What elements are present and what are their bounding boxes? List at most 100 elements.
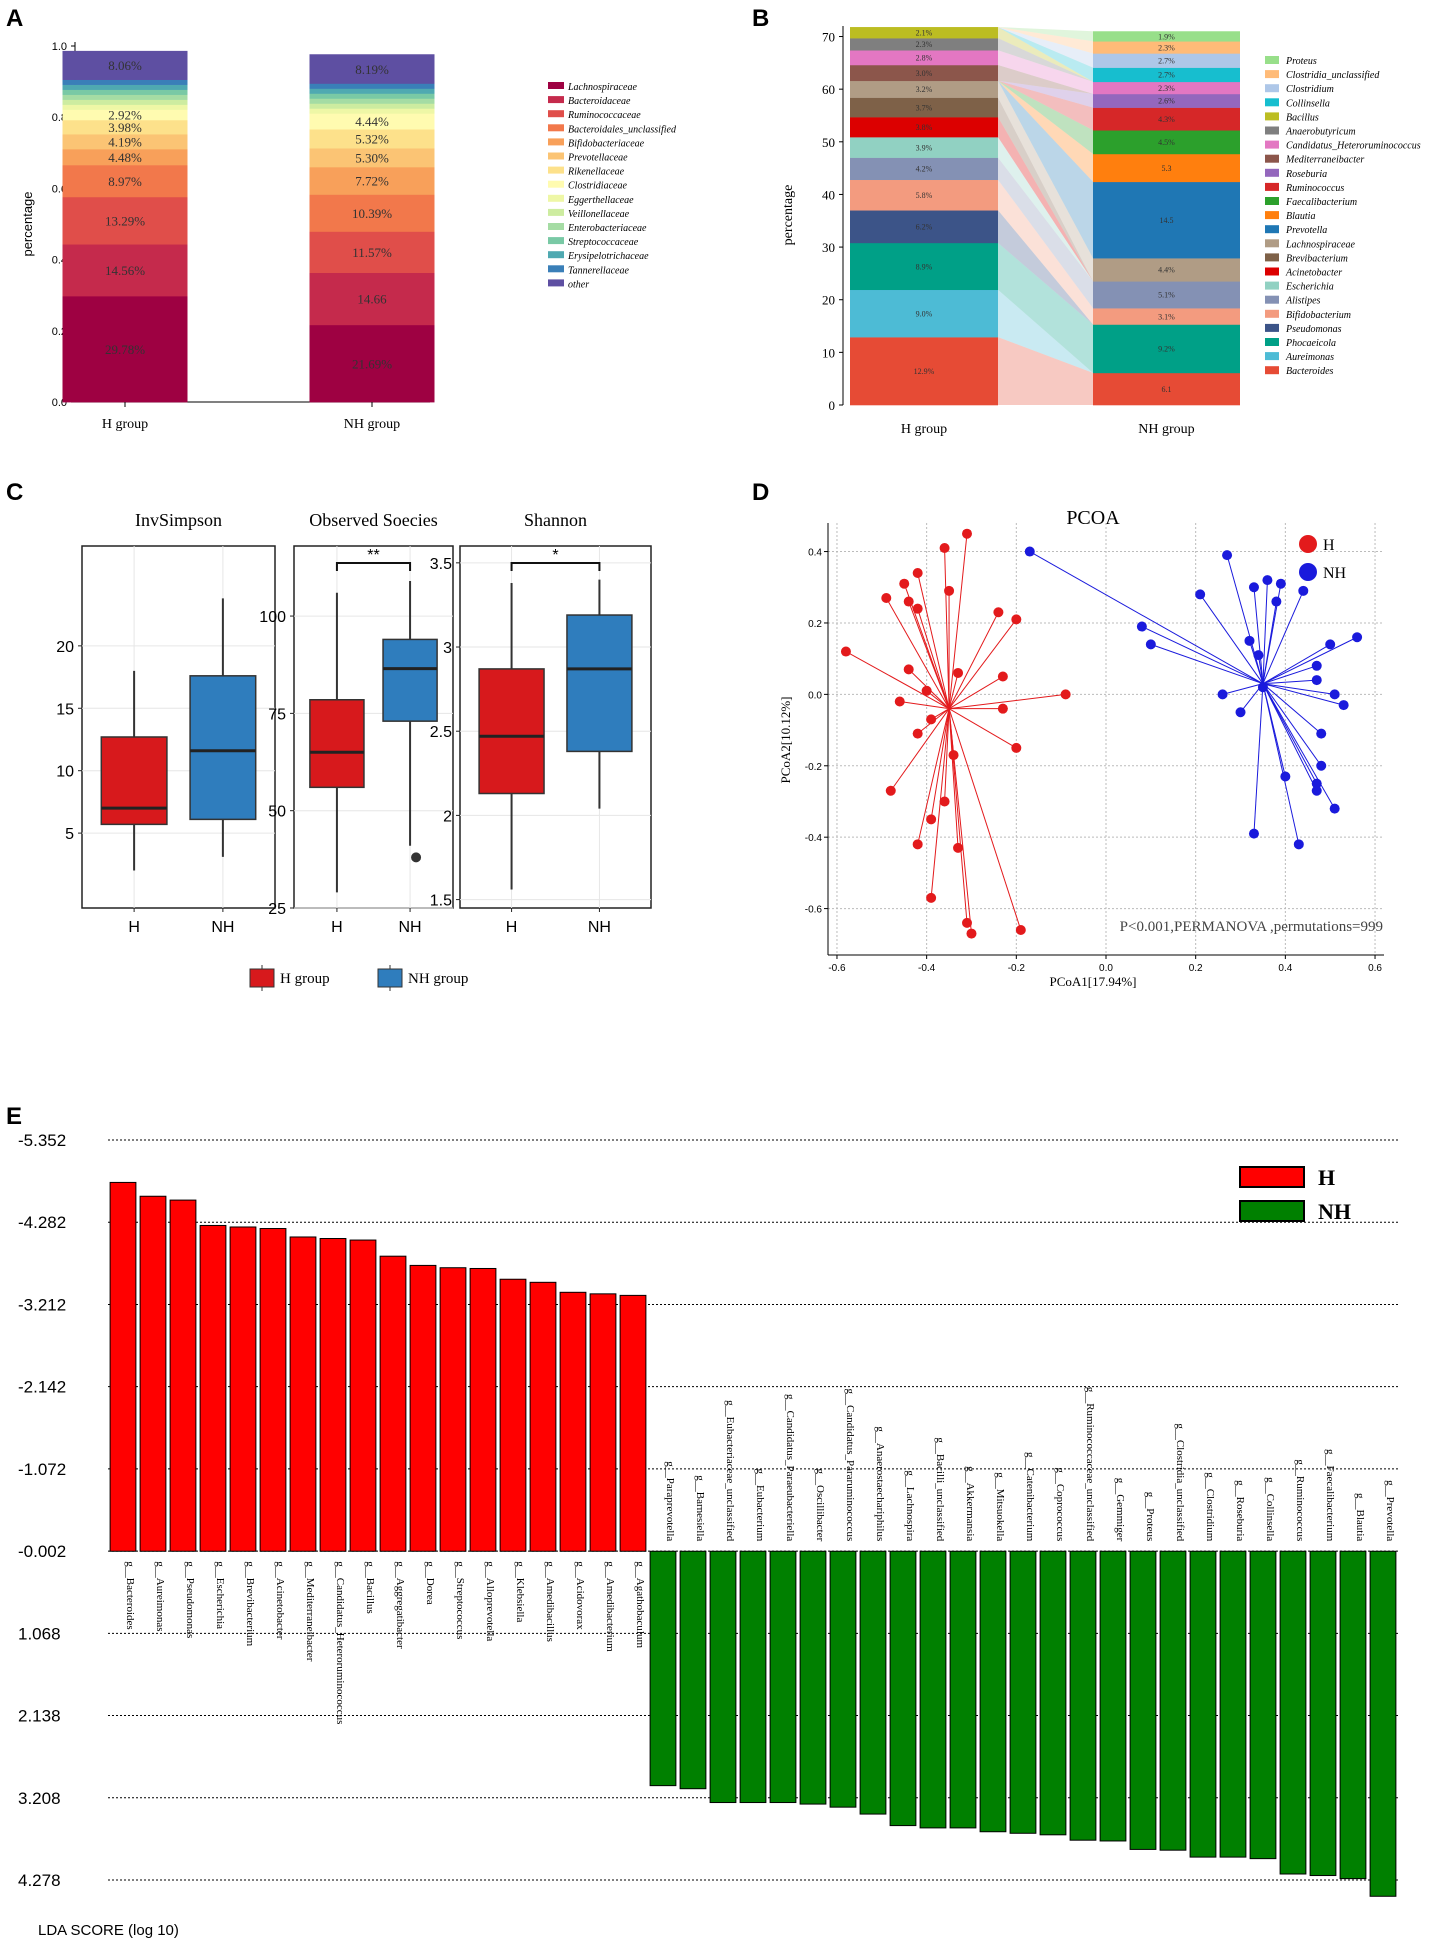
spider-line-nh: [1262, 601, 1277, 684]
spider-line-nh: [1249, 640, 1264, 684]
point-h: [903, 664, 914, 675]
outlier-point: [411, 852, 422, 863]
data-label: 5.3: [1162, 164, 1172, 173]
lda-bar-g-lachnospira: [889, 1550, 917, 1827]
bar-segment-bacteroidaceae: [62, 244, 188, 297]
y-tick-label: 2: [443, 808, 452, 825]
spider-line-nh: [1253, 683, 1264, 834]
y-tick-label: -3.212: [18, 1295, 66, 1314]
legend-swatch-enterobacteriaceae: [548, 223, 564, 230]
data-label: 4.3%: [1158, 115, 1175, 124]
data-label: 2.7%: [1158, 71, 1175, 80]
legend-label: Aureimonas: [1285, 352, 1334, 363]
lda-bar-g-dorea: [409, 1264, 437, 1552]
legend-label: Acinetobacter: [1285, 268, 1342, 279]
spider-line-nh: [1226, 554, 1264, 684]
data-label: 2.3%: [1158, 84, 1175, 93]
spider-line-h: [949, 693, 1066, 710]
legend-label: Eggerthellaceae: [567, 195, 634, 206]
bar-segment-collinsella: [1093, 67, 1240, 83]
point-nh: [1280, 771, 1291, 782]
legend-swatch-streptococcaceae: [548, 237, 564, 245]
legend-marker-h: [1299, 535, 1317, 553]
flow-band-bacillus: [998, 27, 1093, 82]
legend-swatch-bacteroides: [1265, 366, 1279, 375]
legend-label: NH group: [408, 971, 468, 987]
y-tick-label: 5: [65, 826, 74, 843]
bar-segment-pseudomonas: [850, 210, 998, 244]
data-label: 6.1: [1162, 385, 1172, 394]
y-tick-label: 0: [829, 398, 836, 413]
flow-band-blautia: [998, 80, 1093, 182]
x-tick-label: NH: [588, 919, 611, 936]
data-label: 13.29%: [105, 213, 145, 228]
point-nh: [1145, 639, 1156, 650]
point-h: [953, 842, 964, 853]
x-category-label: g__Clostridia_unclassified: [1174, 1423, 1186, 1541]
bar-segment-lachnospiraceae: [1093, 258, 1240, 282]
point-nh: [1262, 575, 1273, 586]
bar-segment-clostridiaceae: [62, 109, 188, 121]
lda-bar-g-bacilli-unclassified: [919, 1550, 947, 1829]
spider-line-nh: [1262, 683, 1344, 706]
legend-swatch-bacteroidales-unclassified: [548, 124, 564, 132]
legend-swatch-bacillus: [1265, 112, 1279, 121]
annotation: P<0.001,PERMANOVA ,permutations=999: [1120, 919, 1383, 935]
spider-line-nh: [1262, 636, 1358, 685]
lda-bar-g-amedibacterium: [589, 1293, 617, 1552]
x-category-label: g__Candidatus_Paraeubacteriella: [784, 1394, 796, 1541]
legend-swatch-bacteroidaceae: [548, 96, 564, 104]
spider-line-h: [948, 533, 968, 709]
bar-segment-streptococcaceae: [309, 93, 435, 99]
legend-label: Bacteroidales_unclassified: [568, 124, 677, 135]
bar-segment-candidatus-heteroruminococcus: [850, 50, 998, 66]
point-h: [1011, 614, 1022, 625]
y-tick-label: 3.5: [430, 556, 452, 573]
legend-label: Brevibacterium: [1286, 253, 1348, 264]
data-label: 8.06%: [108, 58, 142, 73]
legend-swatch-acinetobacter: [1265, 267, 1279, 276]
data-label: 7.72%: [355, 174, 389, 189]
x-category-label: g__Roseburia: [1234, 1480, 1246, 1541]
bar-segment-ruminococcaceae: [62, 196, 188, 245]
bar-segment-ruminococcus: [1093, 107, 1240, 131]
point-nh: [1311, 675, 1322, 686]
x-category-label: g__Alloprevotella: [484, 1561, 496, 1641]
y-tick-label: 1.068: [18, 1624, 61, 1643]
spider-line-h: [899, 701, 950, 710]
legend-label: Clostridiaceae: [568, 181, 627, 192]
y-tick-label: 1.0: [52, 41, 67, 53]
legend-label: other: [568, 279, 589, 290]
legend-swatch-lachnospiraceae: [548, 82, 564, 89]
y-tick-label: -0.002: [18, 1542, 66, 1561]
panel-a-stacked-family: 0.00.20.40.60.81.0percentage29.78%14.56%…: [20, 41, 677, 432]
panel-label-a: A: [6, 5, 23, 32]
legend-swatch-faecalibacterium: [1265, 197, 1279, 205]
data-label: 3.7%: [916, 103, 933, 112]
subplot-title: Observed Soecies: [309, 510, 437, 530]
x-category-label: g__Barnesiella: [694, 1475, 706, 1541]
legend-swatch-anaerobutyricum: [1265, 126, 1279, 135]
x-category-label: g__Catenibacterium: [1024, 1452, 1036, 1542]
legend-label: Prevotellaceae: [567, 153, 628, 164]
bar-segment-enterobacteriaceae: [62, 94, 188, 100]
lda-bar-g-brevibacterium: [229, 1226, 257, 1552]
x-category-label: g__Eubacterium: [754, 1469, 766, 1542]
y-tick-label: 4.278: [18, 1871, 61, 1890]
bar-segment-eggerthellaceae: [309, 108, 435, 114]
spider-line-nh: [1262, 665, 1317, 685]
flow-band-brevibacterium: [998, 97, 1093, 282]
bar-segment-bacteroides: [850, 337, 998, 406]
legend-label: Clostridium: [1286, 84, 1334, 95]
legend-swatch-bifidobacteriaceae: [548, 138, 564, 146]
legend-swatch-alistipes: [1265, 295, 1279, 304]
lda-bar-g-aureimonas: [139, 1195, 167, 1552]
point-nh: [1293, 839, 1304, 850]
x-tick-label: H: [331, 919, 343, 936]
spider-line-h: [948, 672, 959, 709]
y-tick-label: 3: [443, 640, 452, 657]
significance-bracket: [335, 562, 412, 571]
legend-swatch-rikenellaceae: [548, 166, 564, 174]
x-category-label: g__Bacilli_unclassified: [934, 1437, 946, 1541]
bar-segment-prevotellaceae: [62, 134, 188, 150]
